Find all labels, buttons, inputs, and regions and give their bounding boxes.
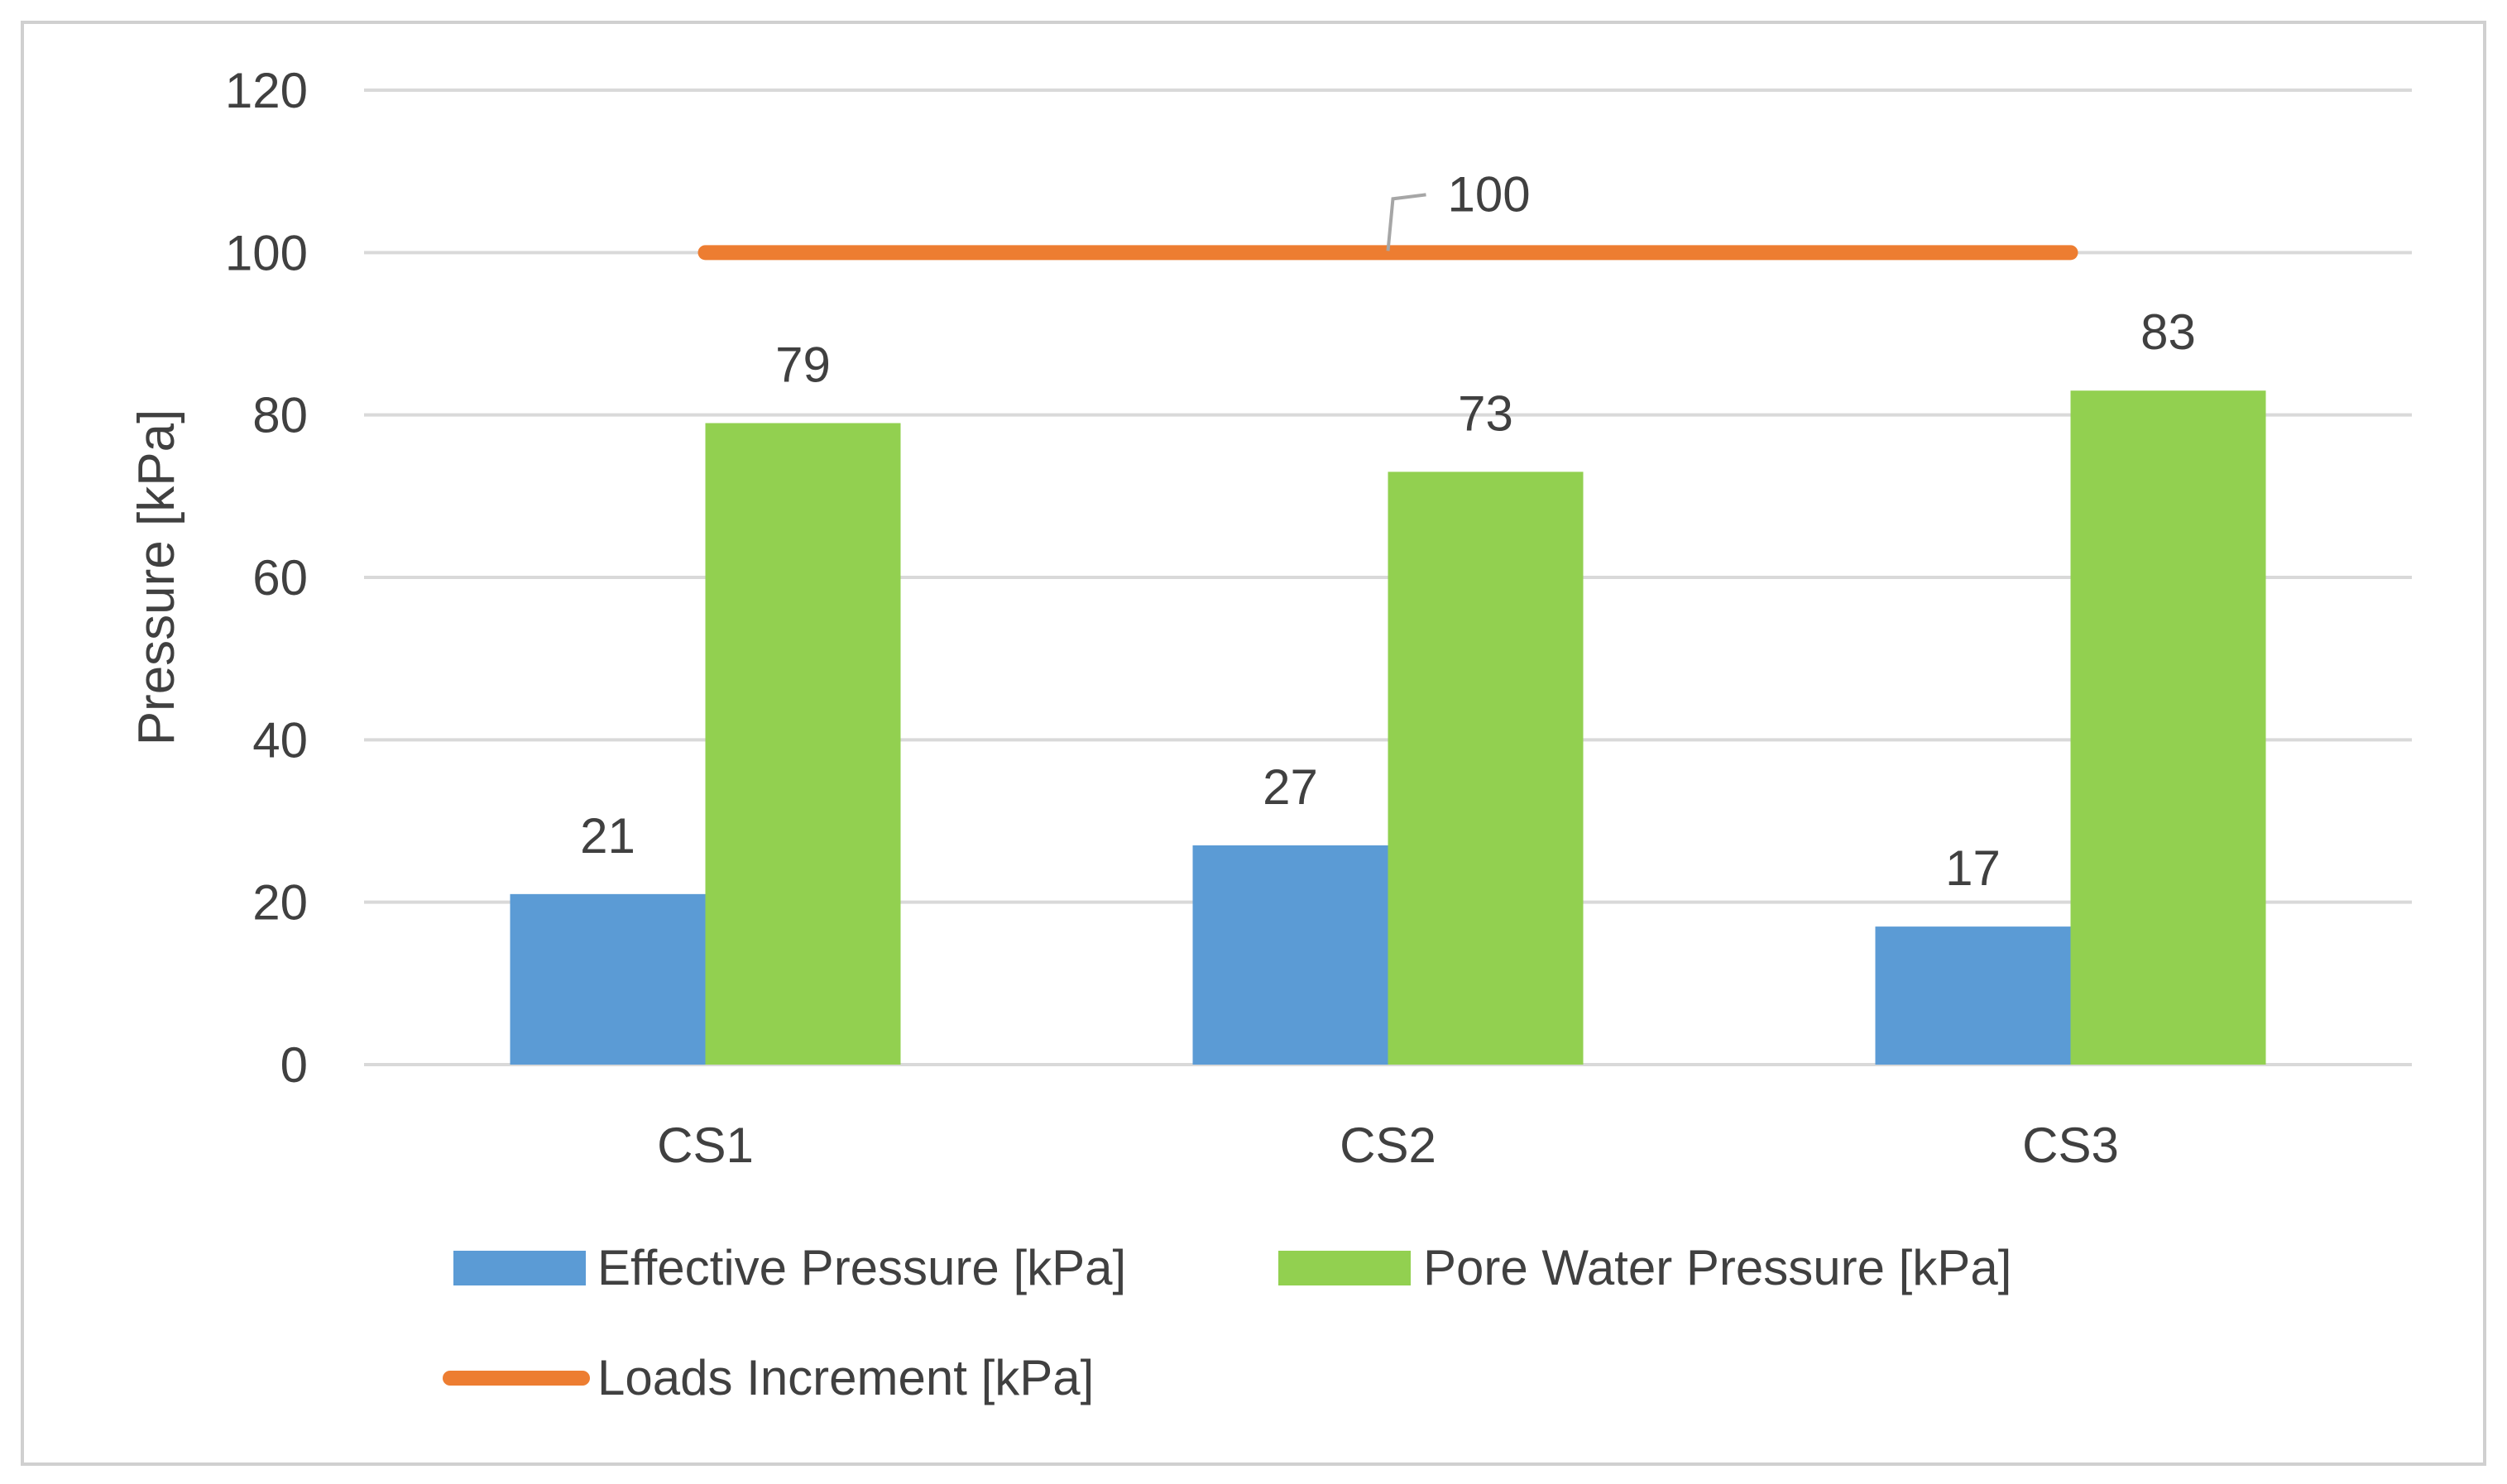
bar-pore-water-pressure-cs3[interactable] [2070, 390, 2266, 1065]
y-tick-label-120: 120 [225, 63, 308, 118]
data-label-pore-water-pressure-cs2: 73 [1458, 385, 1513, 441]
y-axis-tick-labels: 0 20 40 60 80 100 120 [225, 63, 308, 1093]
legend-item-pore-water-pressure[interactable]: Pore Water Pressure [kPa] [1278, 1240, 2011, 1295]
legend-item-loads-increment[interactable]: Loads Increment [kPa] [443, 1350, 1094, 1405]
y-tick-label-40: 40 [252, 712, 308, 768]
bar-effective-pressure-cs3[interactable] [1875, 926, 2071, 1065]
legend: Effective Pressure [kPa] Pore Water Pres… [443, 1240, 2011, 1405]
loads-increment-data-label: 100 [1448, 166, 1531, 222]
data-label-effective-pressure-cs1: 21 [580, 808, 635, 864]
y-tick-label-100: 100 [225, 225, 308, 280]
x-tick-label-cs1: CS1 [657, 1118, 754, 1173]
legend-swatch-pore-water-pressure [1278, 1251, 1411, 1285]
legend-label-pore-water-pressure: Pore Water Pressure [kPa] [1423, 1240, 2011, 1295]
legend-item-effective-pressure[interactable]: Effective Pressure [kPa] [453, 1240, 1126, 1295]
bar-pore-water-pressure-cs2[interactable] [1388, 472, 1584, 1065]
data-label-effective-pressure-cs2: 27 [1263, 759, 1318, 815]
bars [510, 390, 2266, 1065]
bar-effective-pressure-cs1[interactable] [510, 893, 706, 1065]
legend-label-loads-increment: Loads Increment [kPa] [597, 1350, 1094, 1405]
x-axis-tick-labels: CS1 CS2 CS3 [657, 1118, 2119, 1173]
legend-swatch-effective-pressure [453, 1251, 586, 1285]
data-labels: 21 79 27 73 17 83 [580, 304, 2196, 896]
bar-effective-pressure-cs2[interactable] [1192, 845, 1388, 1065]
loads-increment-line: 100 [697, 166, 2078, 261]
legend-label-effective-pressure: Effective Pressure [kPa] [597, 1240, 1126, 1295]
y-tick-label-80: 80 [252, 388, 308, 443]
bar-pore-water-pressure-cs1[interactable] [705, 423, 901, 1065]
data-label-effective-pressure-cs3: 17 [1945, 840, 2001, 896]
data-label-pore-water-pressure-cs3: 83 [2140, 304, 2196, 360]
y-tick-label-20: 20 [252, 875, 308, 931]
y-tick-label-0: 0 [280, 1037, 308, 1093]
y-axis-title: Pressure [kPa] [128, 409, 185, 746]
y-tick-label-60: 60 [252, 550, 308, 606]
loads-increment-leader-line [1386, 193, 1426, 251]
x-tick-label-cs3: CS3 [2022, 1118, 2119, 1173]
x-tick-label-cs2: CS2 [1340, 1118, 1436, 1173]
data-label-pore-water-pressure-cs1: 79 [775, 337, 831, 392]
